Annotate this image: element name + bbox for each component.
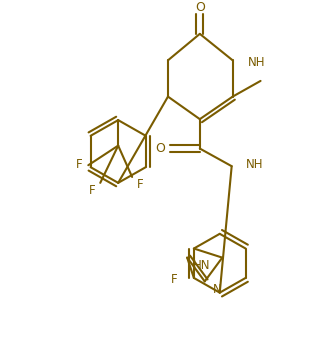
Text: N: N bbox=[213, 283, 221, 296]
Text: F: F bbox=[89, 184, 96, 197]
Text: NH: NH bbox=[245, 158, 263, 171]
Text: O: O bbox=[155, 142, 165, 155]
Text: F: F bbox=[137, 178, 143, 191]
Text: F: F bbox=[76, 158, 83, 171]
Text: F: F bbox=[171, 274, 177, 286]
Text: NH: NH bbox=[248, 56, 265, 69]
Text: O: O bbox=[195, 1, 205, 14]
Text: HN: HN bbox=[193, 259, 210, 272]
